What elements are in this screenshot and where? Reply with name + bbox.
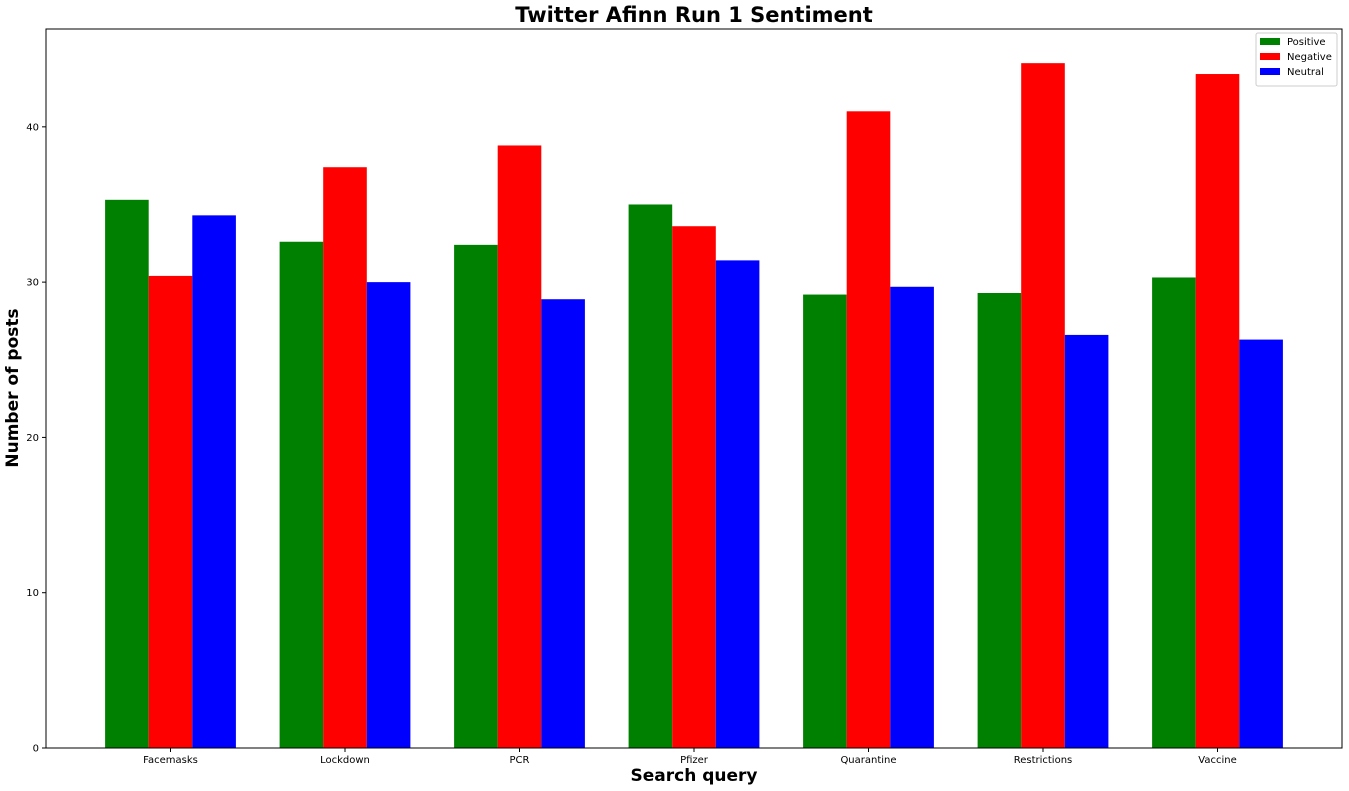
chart-title: Twitter Afinn Run 1 Sentiment — [515, 3, 873, 27]
x-tick-label: Vaccine — [1198, 755, 1236, 766]
legend-swatch-positive — [1260, 38, 1280, 45]
legend-swatch-neutral — [1260, 68, 1280, 75]
legend-label-neutral: Neutral — [1287, 67, 1324, 78]
bar-negative-lockdown — [323, 167, 367, 748]
bar-positive-vaccine — [1152, 277, 1196, 748]
bars-group — [105, 63, 1283, 749]
bar-neutral-lockdown — [366, 282, 411, 748]
x-tick-label: Facemasks — [143, 755, 198, 766]
bar-negative-quarantine — [846, 111, 891, 749]
x-tick-label: Pfizer — [680, 755, 709, 766]
y-tick-label: 20 — [26, 433, 39, 444]
bar-negative-vaccine — [1195, 74, 1240, 748]
bar-positive-pcr — [454, 244, 498, 749]
legend-label-negative: Negative — [1287, 52, 1332, 63]
x-tick-label: Restrictions — [1014, 755, 1073, 766]
bar-neutral-pfizer — [715, 260, 760, 748]
bar-positive-facemasks — [105, 199, 149, 748]
x-tick-label: Lockdown — [320, 755, 370, 766]
x-tick-label: PCR — [510, 755, 530, 766]
y-axis-ticks: 0 10 20 30 40 — [26, 122, 46, 755]
bar-neutral-vaccine — [1239, 339, 1283, 748]
bar-positive-pfizer — [628, 204, 673, 749]
legend-swatch-negative — [1260, 53, 1280, 60]
bar-negative-pcr — [497, 145, 542, 749]
y-tick-label: 30 — [26, 278, 39, 289]
bar-neutral-quarantine — [890, 286, 934, 748]
bar-negative-pfizer — [672, 226, 716, 749]
bar-negative-facemasks — [148, 275, 193, 748]
bar-positive-lockdown — [279, 241, 324, 748]
bar-neutral-restrictions — [1064, 334, 1109, 748]
x-tick-label: Quarantine — [840, 755, 896, 766]
y-tick-label: 0 — [33, 744, 39, 755]
bar-negative-restrictions — [1021, 63, 1065, 749]
legend-label-positive: Positive — [1287, 37, 1326, 48]
y-axis-label: Number of posts — [3, 308, 23, 467]
y-tick-label: 40 — [26, 122, 39, 133]
legend: Positive Negative Neutral — [1255, 32, 1338, 87]
bar-positive-restrictions — [977, 293, 1022, 748]
bar-positive-quarantine — [803, 294, 847, 748]
plot-frame — [45, 28, 1343, 749]
y-tick-label: 10 — [26, 588, 39, 599]
x-axis-label: Search query — [631, 766, 758, 786]
bar-neutral-facemasks — [192, 215, 236, 749]
x-axis-ticks: Facemasks Lockdown PCR Pfizer Quarantine Rest… — [143, 748, 1237, 766]
bar-neutral-pcr — [541, 299, 585, 748]
